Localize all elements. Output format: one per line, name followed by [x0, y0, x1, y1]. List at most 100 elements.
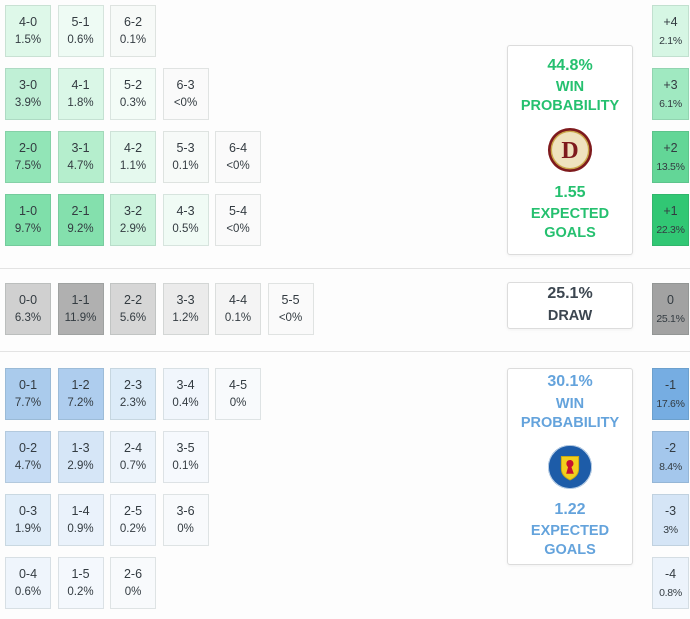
probability-label: 7.7%	[14, 397, 42, 409]
score-label: -3	[664, 504, 677, 518]
probability-label: 4.7%	[67, 160, 94, 172]
probability-label: 9.7%	[14, 223, 42, 235]
probability-label: 3.9%	[14, 97, 42, 109]
score-label: 3-3	[176, 292, 195, 307]
score-cell-1-4: 1-4 0.9%	[57, 494, 104, 546]
away-expected-goals-label: EXPECTED GOALS	[530, 522, 610, 558]
score-label: -1	[664, 378, 677, 392]
score-cell-2-1: 2-1 9.2%	[57, 194, 104, 246]
probability-label: 1.5%	[14, 34, 42, 46]
probability-label: 13.5%	[656, 160, 685, 173]
probability-label: 1.1%	[119, 160, 147, 172]
away-expected-goals-value: 1.22	[554, 500, 586, 518]
score-label: 0-3	[18, 503, 38, 518]
score-label: 5-1	[71, 14, 90, 29]
score-label: +3	[663, 78, 678, 92]
score-label: 3-5	[176, 440, 195, 455]
score-label: 1-4	[71, 503, 90, 518]
probability-label: 3%	[663, 523, 678, 536]
margin-cell-0: 0 25.1%	[652, 283, 689, 335]
section-divider	[0, 268, 690, 269]
score-label: 2-1	[71, 203, 90, 218]
score-label: 3-6	[176, 503, 195, 518]
score-label: +4	[663, 15, 678, 29]
score-cell-0-4: 0-4 0.6%	[5, 557, 51, 609]
score-cell-3-5: 3-5 0.1%	[162, 431, 209, 483]
probability-label: <0%	[226, 223, 250, 235]
score-label: 2-4	[123, 440, 143, 455]
score-label: 2-3	[123, 377, 143, 392]
home-win-probability-value: 44.8%	[547, 56, 593, 74]
margin-cell-plus-2: +2 13.5%	[652, 131, 689, 183]
score-label: 5-4	[228, 203, 248, 218]
probability-label: 7.2%	[67, 397, 94, 409]
margin-cell-minus-2: -2 8.4%	[652, 431, 689, 483]
score-cell-4-0: 4-0 1.5%	[5, 5, 51, 57]
score-cell-1-2: 1-2 7.2%	[57, 368, 104, 420]
score-cell-4-4: 4-4 0.1%	[215, 283, 261, 335]
score-label: 6-2	[123, 14, 143, 29]
score-label: 6-4	[228, 140, 248, 155]
probability-label: 0.6%	[14, 586, 42, 598]
score-label: 2-5	[123, 503, 143, 518]
probability-label: 2.1%	[659, 34, 682, 47]
score-label: 1-2	[71, 377, 90, 392]
score-cell-2-0: 2-0 7.5%	[5, 131, 51, 183]
score-label: 0-4	[18, 566, 38, 581]
draw-probability-value: 25.1%	[547, 285, 593, 303]
probability-label: 4.7%	[14, 460, 42, 472]
probability-label: 17.6%	[656, 397, 685, 410]
probability-label: 0.1%	[172, 160, 199, 172]
score-label: 5-5	[281, 292, 300, 307]
score-label: +2	[663, 141, 678, 155]
score-label: 4-2	[123, 140, 143, 155]
away-win-probability-value: 30.1%	[547, 373, 593, 391]
home-expected-goals-value: 1.55	[554, 184, 586, 201]
probability-label: 1.9%	[14, 523, 42, 535]
score-label: 6-3	[176, 77, 195, 92]
margin-cell-plus-3: +3 6.1%	[652, 68, 689, 120]
score-label: 3-4	[176, 377, 195, 392]
probability-label: <0%	[226, 160, 250, 172]
score-cell-6-2: 6-2 0.1%	[110, 5, 156, 57]
margin-cell-minus-1: -1 17.6%	[652, 368, 689, 420]
probability-label: 0.5%	[172, 223, 199, 235]
margin-cell-plus-1: +1 22.3%	[652, 194, 689, 246]
probability-label: <0%	[173, 97, 198, 109]
score-label: 4-0	[18, 14, 38, 29]
score-cell-5-3: 5-3 0.1%	[162, 131, 209, 183]
probability-label: 1.8%	[67, 97, 94, 109]
score-cell-3-4: 3-4 0.4%	[162, 368, 209, 420]
probability-label: 5.6%	[119, 312, 147, 324]
score-cell-5-4: 5-4 <0%	[215, 194, 261, 246]
score-label: 5-3	[176, 140, 195, 155]
score-label: 2-2	[123, 292, 143, 307]
probability-label: 1.2%	[172, 312, 199, 324]
score-label: 4-1	[71, 77, 90, 92]
away-win-panel: 30.1% WIN PROBABILITY 1.22 EXPECTED GOAL…	[507, 368, 633, 565]
score-cell-2-2: 2-2 5.6%	[110, 283, 156, 335]
probability-label: 2.9%	[119, 223, 147, 235]
score-cell-6-3: 6-3 <0%	[162, 68, 209, 120]
probability-label: 0.2%	[119, 523, 147, 535]
score-cell-4-1: 4-1 1.8%	[57, 68, 104, 120]
score-label: 3-0	[18, 77, 38, 92]
probability-label: 0%	[124, 586, 142, 598]
score-label: 3-2	[123, 203, 143, 218]
probability-label: 0.7%	[119, 460, 147, 472]
score-cell-2-3: 2-3 2.3%	[110, 368, 156, 420]
score-label: 1-1	[71, 292, 90, 307]
margin-cell-plus-4: +4 2.1%	[652, 5, 689, 57]
score-cell-6-4: 6-4 <0%	[215, 131, 261, 183]
score-label: 1-0	[18, 203, 38, 218]
score-label: -4	[664, 567, 677, 581]
score-cell-5-1: 5-1 0.6%	[57, 5, 104, 57]
margin-cell-minus-3: -3 3%	[652, 494, 689, 546]
probability-label: 0.2%	[67, 586, 94, 598]
score-cell-3-2: 3-2 2.9%	[110, 194, 156, 246]
score-cell-2-5: 2-5 0.2%	[110, 494, 156, 546]
score-label: 2-6	[123, 566, 143, 581]
score-cell-4-5: 4-5 0%	[215, 368, 261, 420]
probability-label: 0.6%	[67, 34, 94, 46]
